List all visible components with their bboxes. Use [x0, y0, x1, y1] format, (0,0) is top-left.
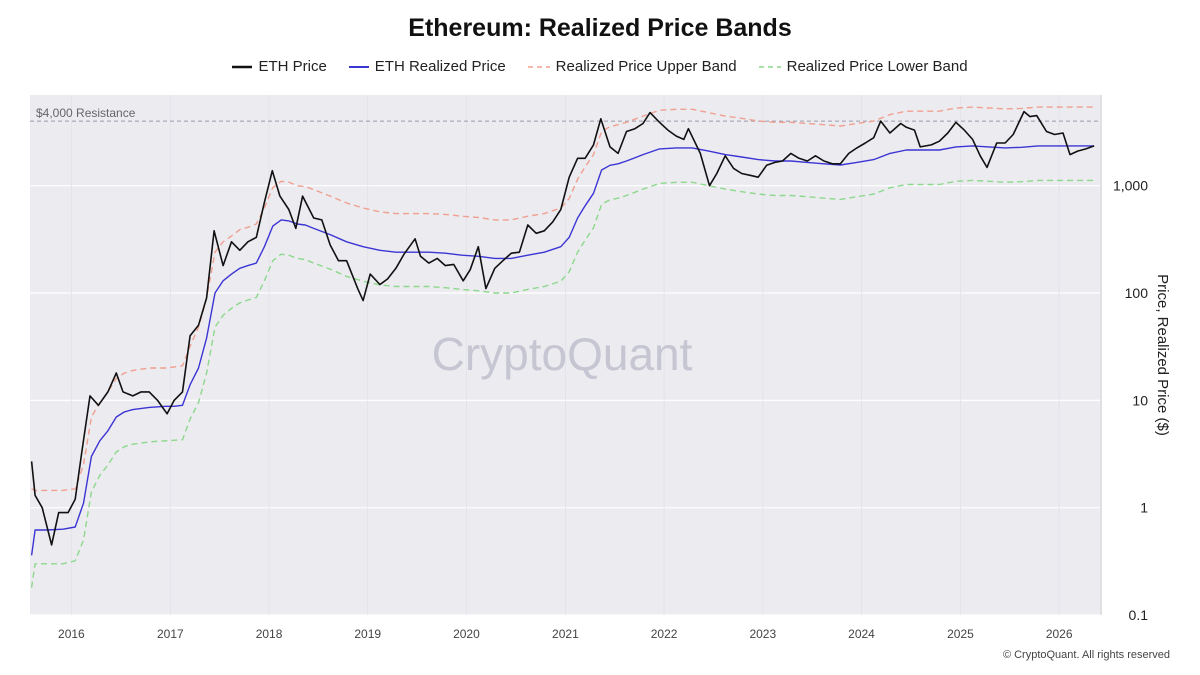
x-tick-label: 2024 — [848, 627, 875, 641]
resistance-label: $4,000 Resistance — [36, 106, 136, 120]
x-tick-label: 2020 — [453, 627, 480, 641]
x-tick-label: 2023 — [749, 627, 776, 641]
x-tick-label: 2018 — [256, 627, 283, 641]
legend-swatch-eth-price — [232, 65, 253, 68]
y-axis-title: Price, Realized Price ($) — [1154, 274, 1171, 436]
plot-area — [30, 95, 1100, 615]
y-tick-label: 10 — [1132, 392, 1148, 408]
legend-item-realized-price[interactable]: ETH Realized Price — [348, 58, 506, 75]
chart-legend: ETH Price ETH Realized Price Realized Pr… — [0, 58, 1200, 75]
legend-item-lower-band[interactable]: Realized Price Lower Band — [758, 58, 968, 75]
series-line-realized-price-upper-band — [31, 106, 1095, 492]
x-tick-label: 2025 — [947, 627, 974, 641]
x-tick-label: 2017 — [157, 627, 184, 641]
series-line-eth-price — [30, 110, 1095, 546]
x-tick-label: 2026 — [1046, 627, 1073, 641]
y-tick-label: 0.1 — [1129, 607, 1149, 623]
legend-label: ETH Price — [258, 58, 327, 75]
legend-label: Realized Price Lower Band — [786, 58, 968, 75]
series-line-realized-price-lower-band — [30, 179, 1095, 588]
y-tick-label: 1 — [1140, 500, 1148, 516]
legend-label: ETH Realized Price — [374, 58, 506, 75]
watermark: CryptoQuant — [432, 328, 693, 380]
x-tick-label: 2021 — [552, 627, 579, 641]
legend-item-eth-price[interactable]: ETH Price — [232, 58, 327, 75]
legend-label: Realized Price Upper Band — [555, 58, 737, 75]
legend-swatch-lower-band — [758, 65, 781, 68]
y-tick-label: 1,000 — [1113, 178, 1148, 194]
x-tick-label: 2019 — [354, 627, 381, 641]
legend-item-upper-band[interactable]: Realized Price Upper Band — [527, 58, 737, 75]
legend-swatch-upper-band — [527, 65, 550, 68]
chart-title: Ethereum: Realized Price Bands — [408, 14, 792, 42]
legend-swatch-realized-price — [348, 65, 369, 68]
x-tick-label: 2022 — [651, 627, 678, 641]
y-tick-label: 100 — [1125, 285, 1149, 301]
copyright-text: © CryptoQuant. All rights reserved — [1002, 649, 1170, 661]
x-tick-label: 2016 — [58, 627, 85, 641]
